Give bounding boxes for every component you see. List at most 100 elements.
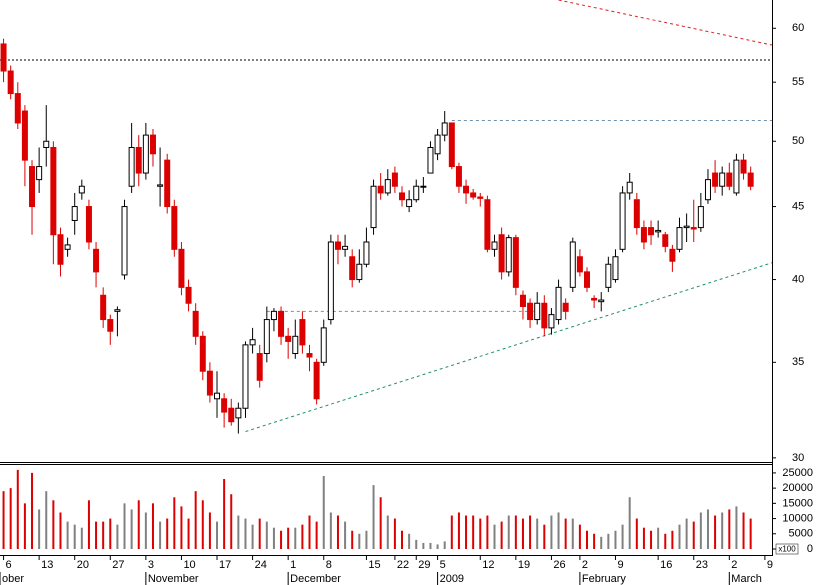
candle-body <box>619 192 626 250</box>
candle-body <box>157 184 164 187</box>
candle-body <box>71 206 78 221</box>
candle-body <box>29 166 36 208</box>
candle-body <box>192 310 199 337</box>
candle-body <box>512 237 519 288</box>
x-tick-label: 27 <box>112 559 124 571</box>
candle-body <box>57 234 64 265</box>
x-tick-label: 1 <box>290 559 296 571</box>
candle-body <box>534 302 541 321</box>
candle-body <box>391 172 398 187</box>
trend-line <box>558 0 773 46</box>
candle-body <box>719 172 726 187</box>
candle-body <box>256 353 263 381</box>
x-tick-label: 22 <box>397 559 409 571</box>
candle-body <box>584 271 591 288</box>
month-label: February <box>582 573 627 585</box>
candle-body <box>93 248 100 273</box>
candle-body <box>591 297 598 301</box>
candle-body <box>149 134 156 155</box>
candle-body <box>633 199 640 229</box>
candle-body <box>605 263 612 288</box>
candle-body <box>541 302 548 329</box>
candle-body <box>142 134 149 174</box>
candle-body <box>349 256 356 281</box>
month-label: 2009 <box>440 573 464 585</box>
candle-body <box>206 370 213 396</box>
candle-body <box>0 43 7 72</box>
candle-body <box>334 241 341 250</box>
month-label: November <box>148 573 199 585</box>
unit-box <box>775 543 799 555</box>
month-label: ober <box>2 573 24 585</box>
candle-body <box>484 199 491 250</box>
candle-body <box>477 196 484 199</box>
y-tick-label: 35 <box>792 356 804 368</box>
x-tick-label: 23 <box>696 559 708 571</box>
candle-body <box>384 179 391 194</box>
candle-body <box>178 248 185 288</box>
volume-unit: x100 <box>778 545 796 554</box>
volume-tick-label: 25000 <box>782 467 813 479</box>
candle-body <box>648 227 655 236</box>
candle-body <box>121 206 128 276</box>
candle-body <box>363 241 370 265</box>
candle-body <box>704 179 711 201</box>
candle-body <box>712 172 719 187</box>
candle-body <box>21 110 28 161</box>
x-tick-label: 9 <box>617 559 623 571</box>
candle-body <box>640 227 647 243</box>
candle-body <box>78 185 85 194</box>
candle-body <box>498 234 505 273</box>
candle-body <box>697 206 704 229</box>
candle-body <box>448 122 455 168</box>
candle-body <box>598 299 605 303</box>
candle-body <box>14 93 21 124</box>
candle-body <box>292 335 299 355</box>
x-tick-label: 20 <box>77 559 89 571</box>
candle-body <box>740 159 747 174</box>
candle-body <box>299 319 306 346</box>
x-tick-label: 17 <box>219 559 231 571</box>
candle-body <box>228 407 235 423</box>
x-tick-label: 26 <box>553 559 565 571</box>
candle-body <box>221 398 228 413</box>
candle-body <box>420 185 427 188</box>
candle-body <box>270 310 277 321</box>
candle-body <box>342 245 349 250</box>
candle-body <box>85 206 92 243</box>
candle-body <box>562 302 569 312</box>
candle-body <box>114 309 121 312</box>
volume-tick-label: 10000 <box>782 512 813 524</box>
candle-body <box>242 344 249 409</box>
candle-body <box>733 159 740 194</box>
candle-body <box>43 140 50 148</box>
volume-tick-label: 0 <box>807 543 813 555</box>
x-tick-label: 2 <box>582 559 588 571</box>
candle-body <box>455 166 462 187</box>
candle-body <box>327 241 334 321</box>
candle-body <box>107 319 114 332</box>
x-tick-label: 8 <box>326 559 332 571</box>
candle-body <box>527 302 534 321</box>
y-tick-label: 50 <box>792 135 804 147</box>
x-tick-label: 13 <box>41 559 53 571</box>
x-tick-label: 15 <box>368 559 380 571</box>
candle-body <box>50 146 57 236</box>
candle-body <box>676 227 683 250</box>
y-tick-label: 30 <box>792 452 804 464</box>
candle-body <box>576 256 583 273</box>
y-tick-label: 55 <box>792 76 804 88</box>
candle-body <box>249 339 256 346</box>
volume-tick-label: 20000 <box>782 482 813 494</box>
volume-tick-label: 5000 <box>789 528 813 540</box>
x-tick-label: 12 <box>482 559 494 571</box>
y-tick-label: 40 <box>792 273 804 285</box>
candle-body <box>278 310 285 337</box>
x-tick-label: 6 <box>6 559 12 571</box>
x-tick-label: 3 <box>148 559 154 571</box>
candle-body <box>377 185 384 194</box>
candle-body <box>747 172 754 187</box>
candle-body <box>555 286 562 321</box>
